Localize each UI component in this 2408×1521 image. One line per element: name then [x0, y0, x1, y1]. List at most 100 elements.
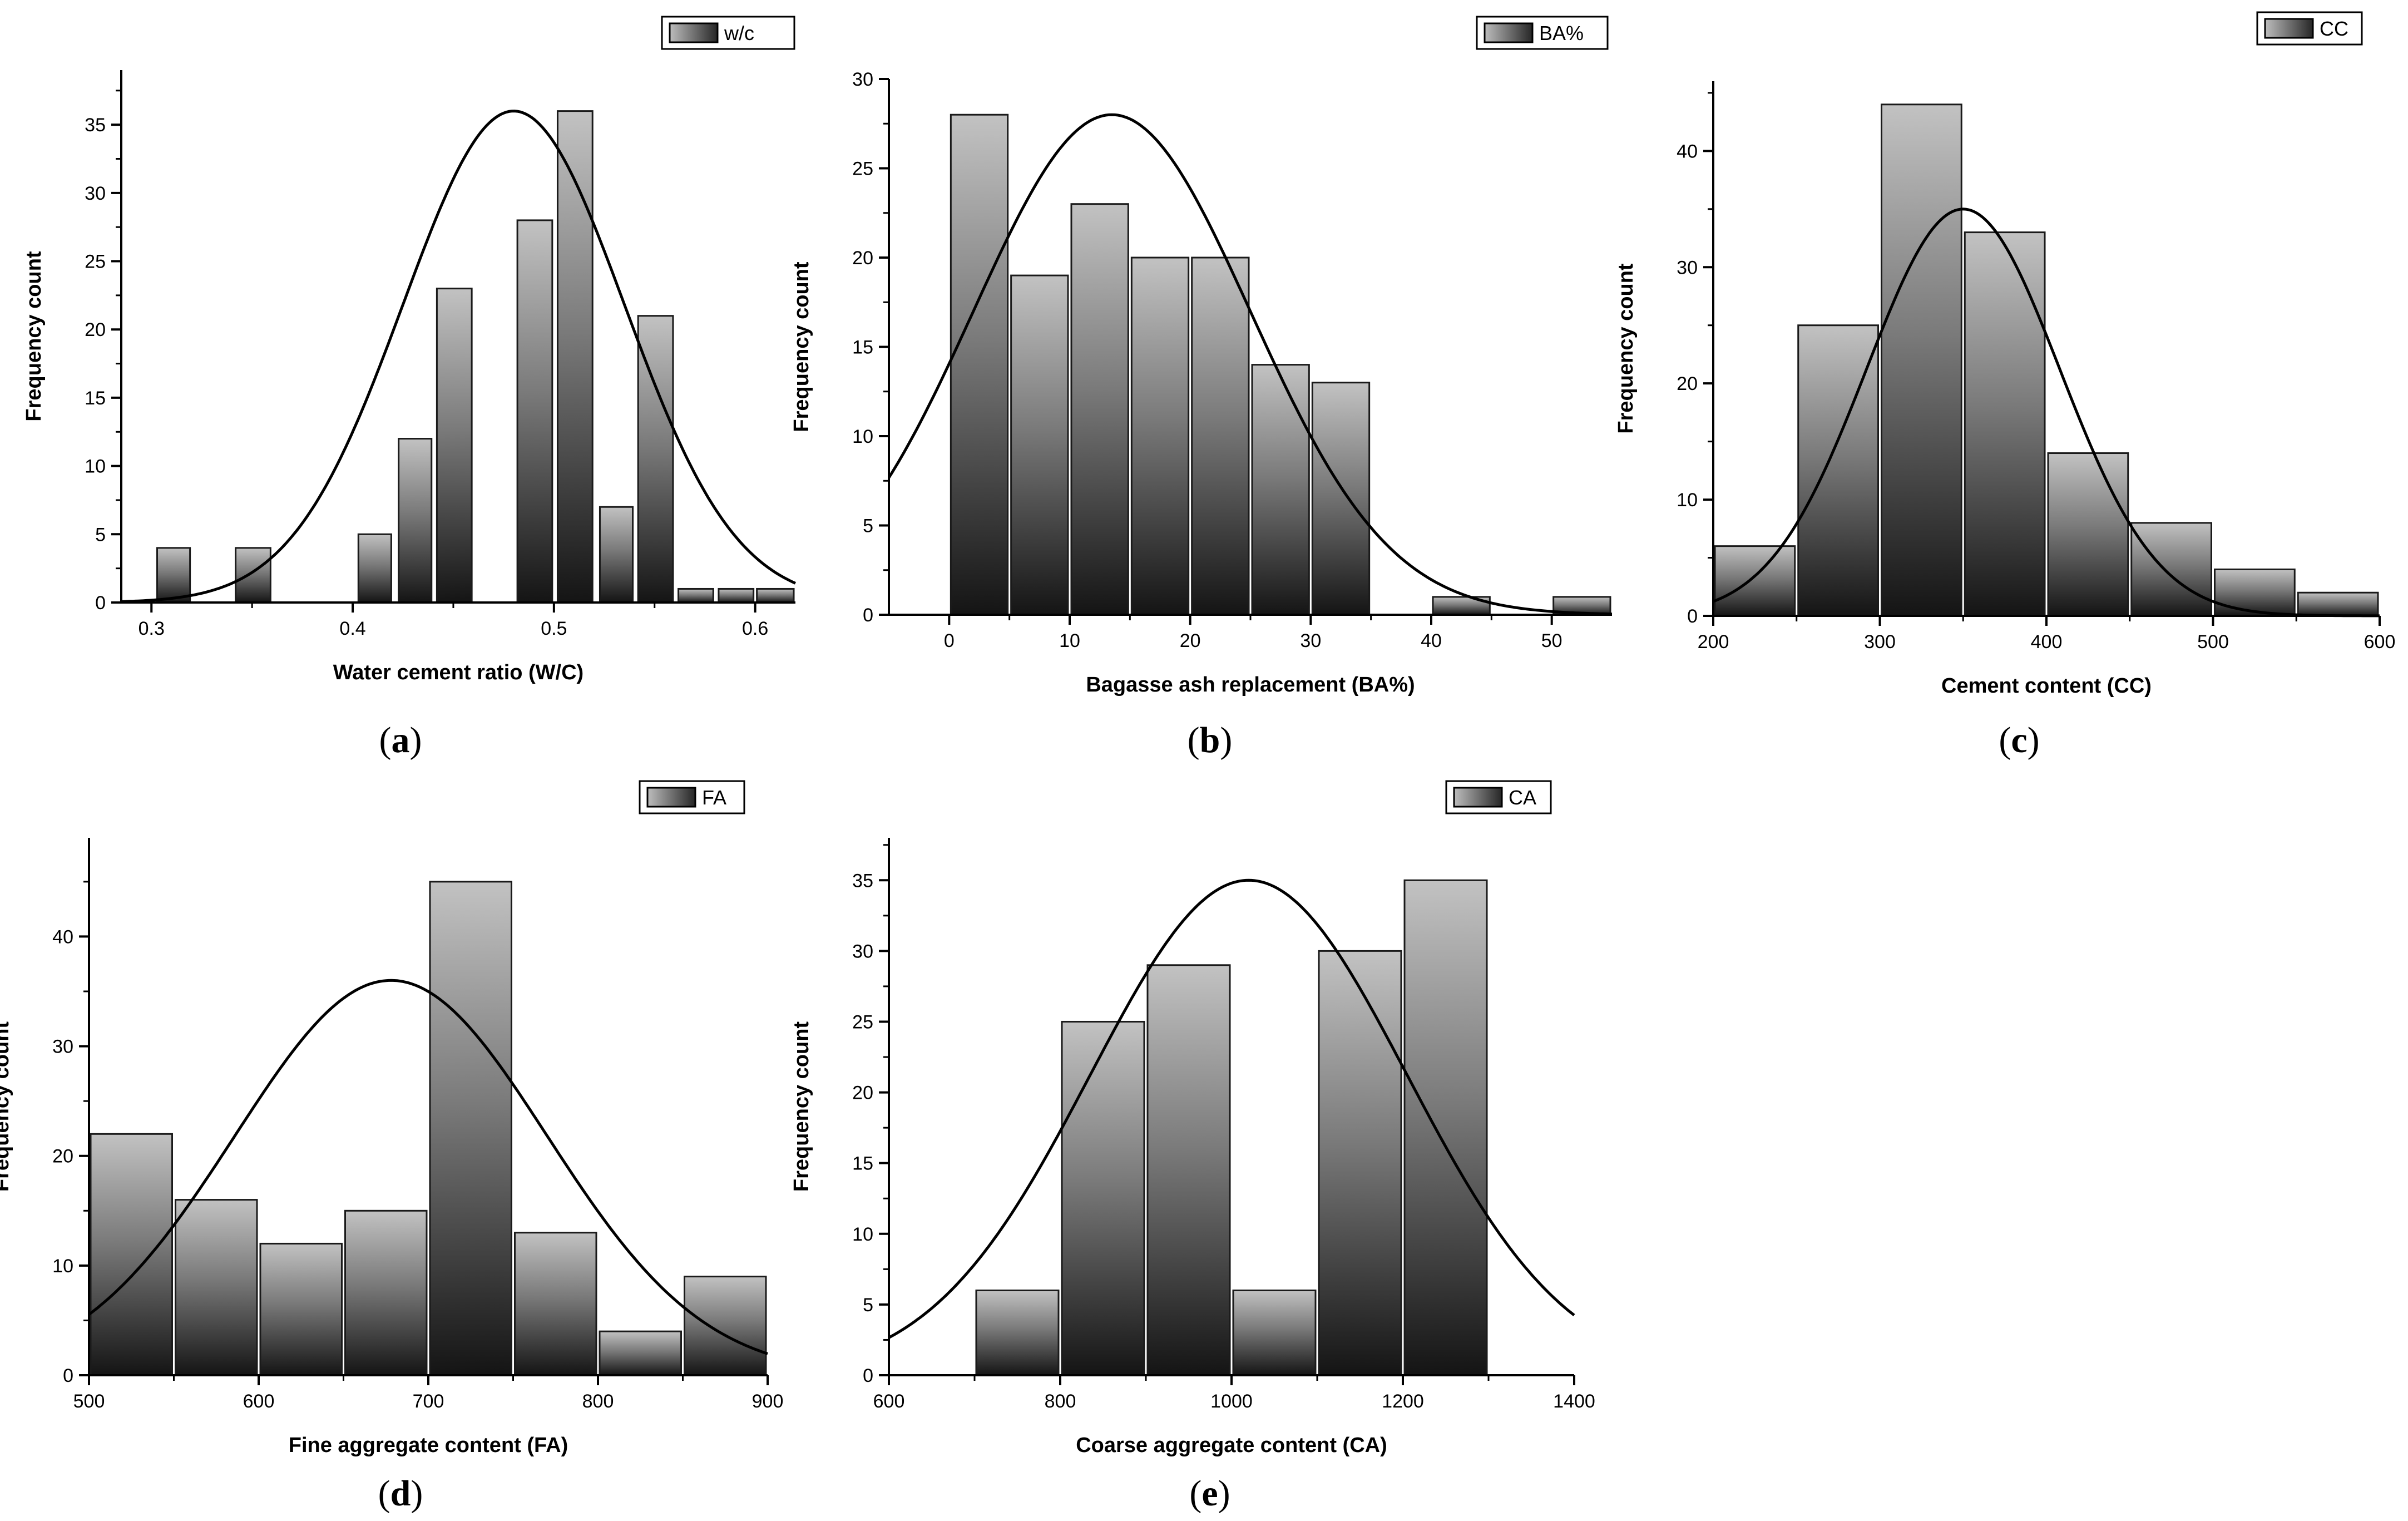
legend-swatch — [669, 22, 719, 43]
legend-label: BA% — [1539, 22, 1584, 45]
histogram-bar — [1010, 274, 1069, 616]
histogram-bar — [637, 315, 674, 604]
x-tick-label: 800 — [1045, 1391, 1076, 1412]
histogram-bar — [684, 1276, 767, 1376]
y-tick-label: 10 — [852, 426, 873, 447]
x-tick-label: 40 — [1421, 630, 1442, 651]
histogram-bar — [156, 547, 191, 604]
y-tick-label: 0 — [63, 1365, 73, 1386]
y-tick-label: 35 — [85, 115, 106, 136]
chart-panel-3: 0 10 20 30 40 200 300 400 500 600 Cement content (… — [1614, 11, 2396, 761]
histogram-bar — [429, 881, 512, 1376]
y-tick-label: 35 — [852, 870, 873, 891]
y-tick-label: 20 — [52, 1146, 73, 1167]
y-tick-label: 25 — [85, 251, 106, 273]
y-tick-label: 25 — [852, 159, 873, 180]
legend: FA — [639, 780, 745, 814]
x-tick-label: 600 — [873, 1391, 905, 1412]
y-axis-title: Frequency count — [22, 251, 46, 421]
histogram-bar — [1403, 879, 1488, 1376]
x-tick-label: 200 — [1698, 631, 1729, 653]
y-tick-label: 15 — [852, 337, 873, 358]
histogram-bar — [514, 1232, 597, 1376]
y-tick-label: 0 — [95, 592, 106, 614]
x-tick-label: 600 — [2364, 631, 2396, 653]
normal-fit-curve — [887, 113, 1613, 616]
y-tick-label: 10 — [52, 1256, 73, 1277]
y-tick-label: 40 — [52, 926, 73, 947]
x-axis-title: Fine aggregate content (FA) — [289, 1434, 568, 1457]
x-tick-label: 500 — [2197, 631, 2229, 653]
histogram-bar — [678, 587, 714, 604]
normal-fit-curve — [88, 979, 768, 1355]
histogram-bar — [1251, 364, 1310, 616]
histogram-bar — [1061, 1020, 1145, 1376]
panel-label: (a) — [379, 720, 422, 761]
y-tick-label: 0 — [1687, 606, 1698, 627]
histogram-bar — [1881, 103, 1962, 617]
x-tick-label: 900 — [752, 1391, 784, 1412]
x-tick-label: 0.6 — [742, 618, 768, 639]
x-tick-label: 600 — [243, 1391, 275, 1412]
histogram-bar — [1070, 203, 1129, 616]
y-tick-label: 15 — [85, 388, 106, 409]
x-tick-label: 1000 — [1210, 1391, 1253, 1412]
x-tick-label: 0.3 — [139, 618, 165, 639]
legend-label: w/c — [724, 22, 754, 45]
y-axis-title: Frequency count — [790, 1021, 813, 1192]
histogram-bar — [1964, 231, 2046, 617]
normal-fit-curve — [888, 878, 1575, 1339]
histogram-bar — [756, 587, 795, 604]
x-tick-label: 50 — [1541, 630, 1563, 651]
histogram-bar — [259, 1242, 343, 1376]
y-tick-label: 20 — [852, 1083, 873, 1104]
panel-label: (b) — [1188, 720, 1233, 761]
y-tick-label: 40 — [1677, 141, 1698, 162]
x-tick-label: 0.4 — [339, 618, 365, 639]
x-tick-label: 1200 — [1382, 1391, 1424, 1412]
y-tick-label: 15 — [852, 1153, 873, 1174]
histogram-bar — [357, 533, 392, 604]
y-tick-label: 20 — [1677, 373, 1698, 394]
histogram-bar — [556, 110, 594, 604]
histogram-bar — [718, 587, 755, 604]
legend: BA% — [1476, 16, 1609, 50]
legend: CC — [2256, 11, 2363, 46]
histogram-bar — [516, 219, 553, 604]
histogram-bar — [2130, 522, 2212, 617]
y-tick-label: 30 — [852, 941, 873, 962]
y-tick-label: 20 — [852, 248, 873, 269]
histogram-bar — [1191, 256, 1250, 616]
y-axis-title: Frequency count — [790, 261, 813, 432]
y-axis-title: Frequency count — [0, 1021, 13, 1192]
x-tick-label: 1400 — [1553, 1391, 1595, 1412]
x-tick-label: 300 — [1864, 631, 1896, 653]
x-tick-label: 400 — [2031, 631, 2063, 653]
histogram-bar — [1311, 382, 1371, 616]
y-tick-label: 10 — [1677, 490, 1698, 511]
y-axis-title: Frequency count — [1614, 263, 1638, 433]
x-axis-title: Coarse aggregate content (CA) — [1076, 1434, 1387, 1457]
y-tick-label: 30 — [1677, 257, 1698, 278]
histogram-bar — [1232, 1289, 1317, 1376]
legend-swatch — [1453, 787, 1503, 808]
histogram-bar — [2047, 452, 2129, 617]
y-tick-label: 5 — [95, 524, 106, 545]
histogram-bar — [436, 288, 473, 604]
x-tick-label: 0 — [944, 630, 955, 651]
panel-label: (d) — [378, 1473, 423, 1514]
x-tick-label: 0.5 — [541, 618, 567, 639]
x-axis-title: Bagasse ash replacement (BA%) — [1086, 673, 1415, 697]
y-tick-label: 10 — [85, 456, 106, 477]
y-tick-label: 10 — [852, 1224, 873, 1245]
legend-label: CC — [2320, 17, 2348, 40]
histogram-bar — [599, 506, 634, 604]
normal-fit-curve — [1713, 208, 2380, 618]
legend-swatch — [2264, 18, 2314, 39]
histogram-bar — [1146, 964, 1231, 1376]
y-tick-label: 5 — [863, 1295, 873, 1316]
x-tick-label: 500 — [73, 1391, 105, 1412]
x-tick-label: 800 — [582, 1391, 614, 1412]
chart-panel-4: 0 10 20 30 40 500 600 700 800 900 Fine aggregate c… — [0, 780, 784, 1514]
